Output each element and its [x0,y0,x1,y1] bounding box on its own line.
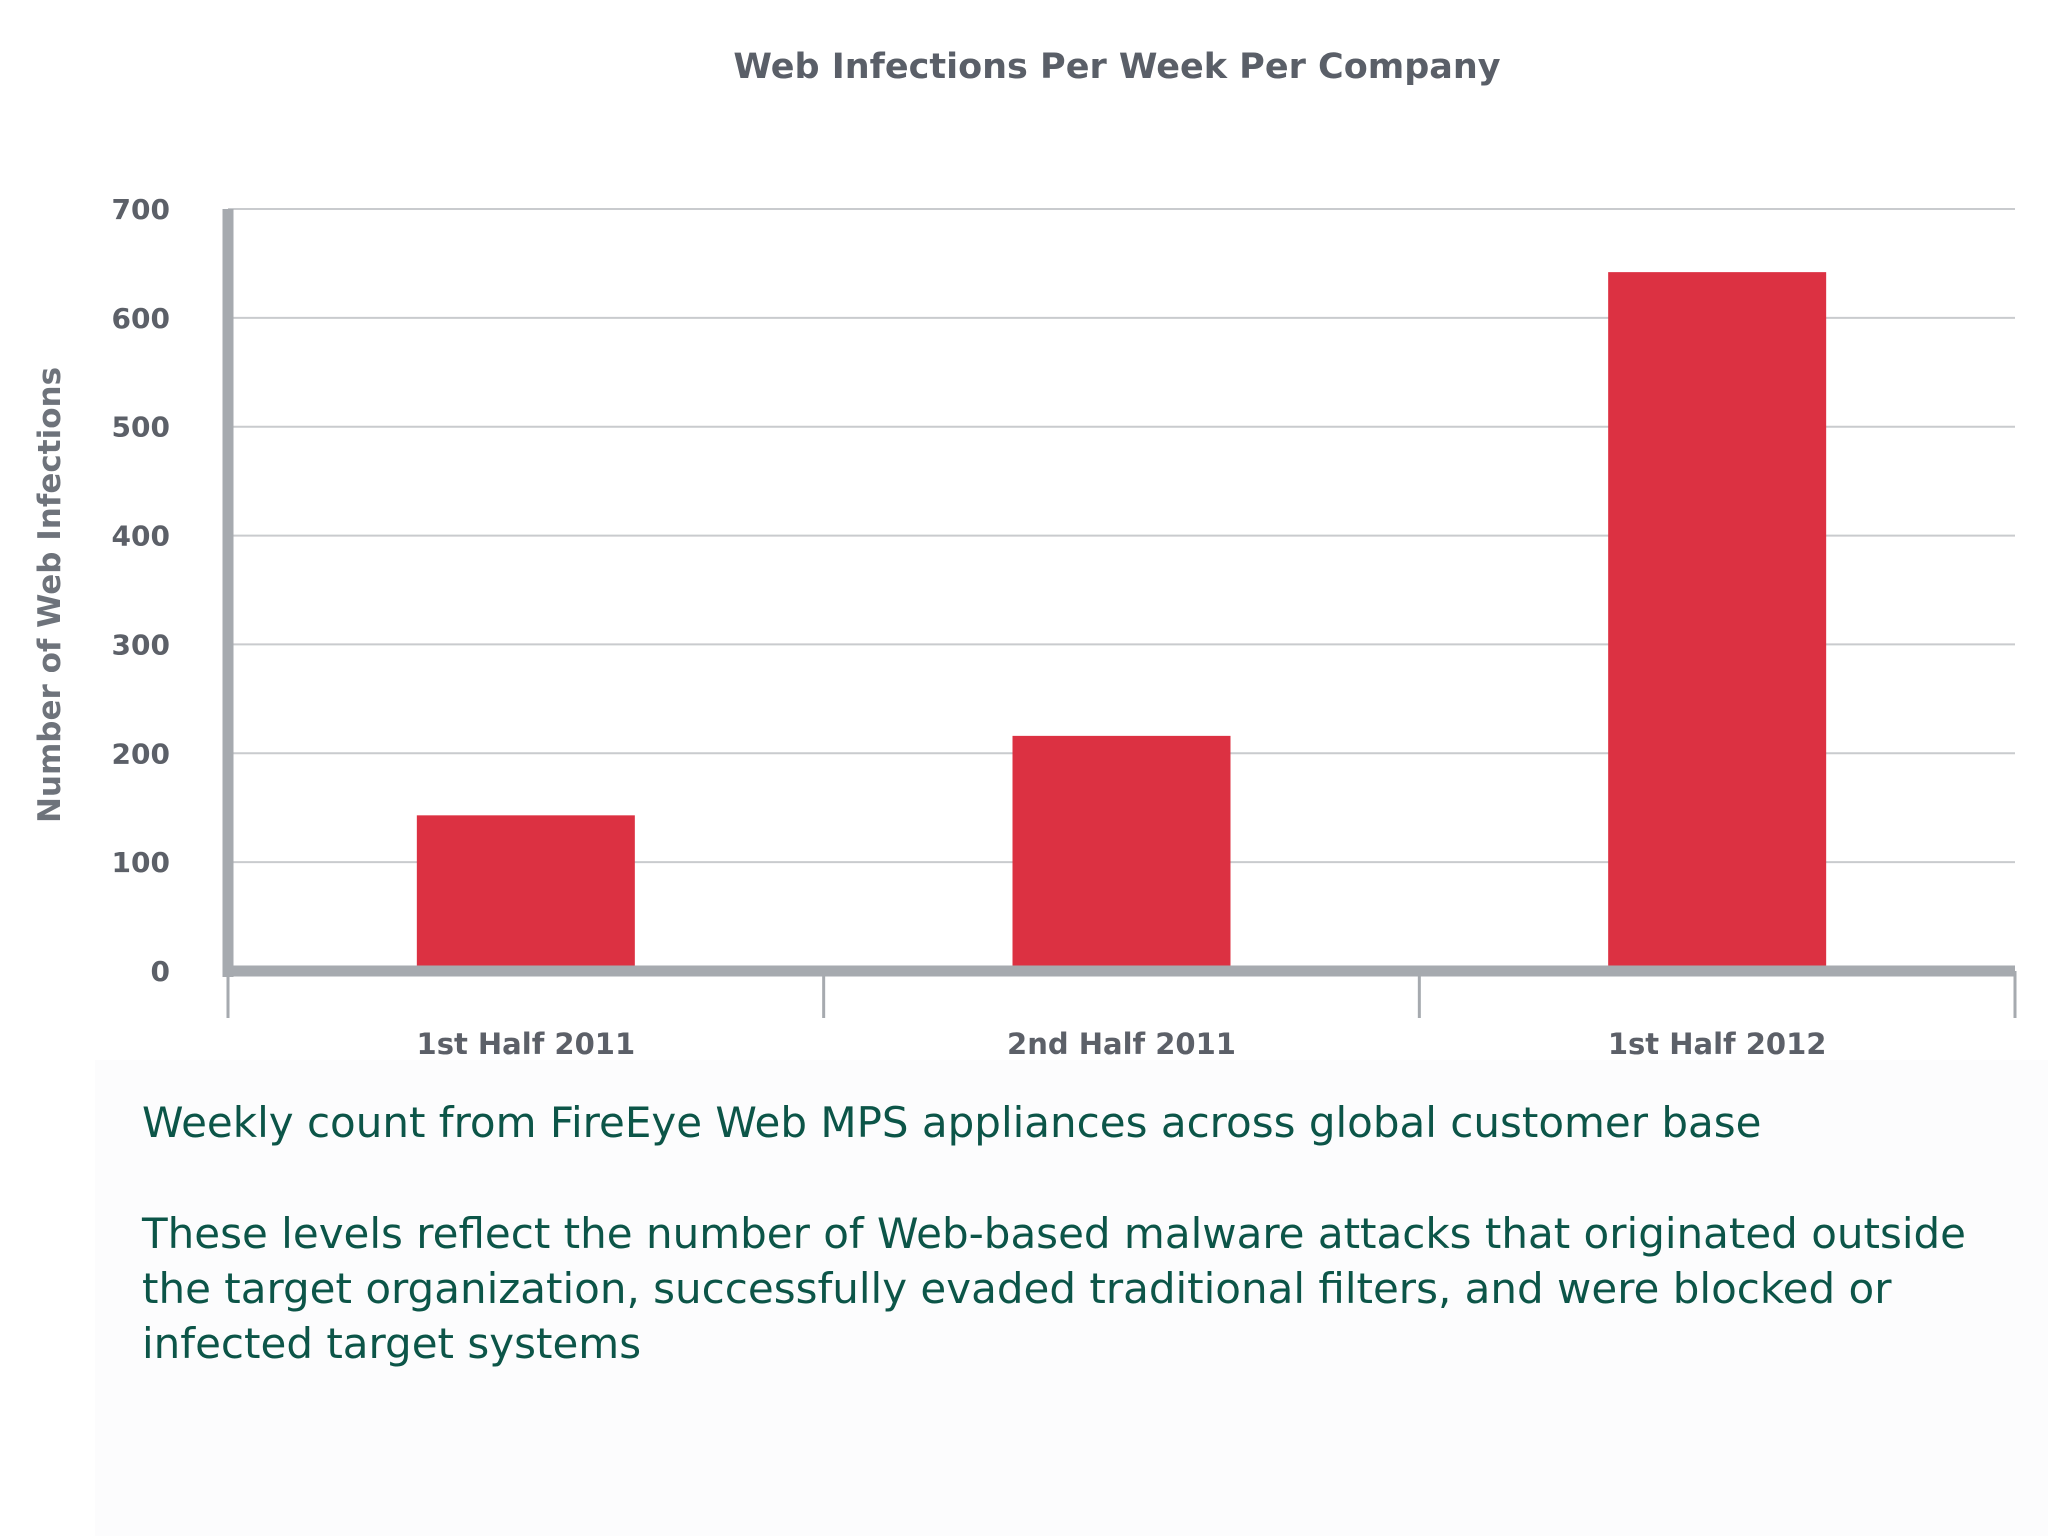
bars [416,272,1827,971]
chart-title: Web Infections Per Week Per Company [733,47,1500,87]
y-tick-label: 0 [151,955,170,988]
x-tick-label: 1st Half 2011 [417,1027,636,1061]
y-tick-label: 200 [112,737,170,770]
bar-1 [416,815,635,971]
axes [222,209,2017,1018]
caption-background [95,1060,2048,1536]
y-axis-title: Number of Web Infections [32,367,68,823]
y-tick-labels: 0 100 200 300 400 500 600 700 [112,193,170,988]
y-tick-label: 600 [112,302,170,335]
x-tick-labels: 1st Half 2011 2nd Half 2011 1st Half 2012 [417,1027,1827,1061]
chart-notes: Weekly count from FireEye Web MPS applia… [142,1095,2022,1371]
y-tick-label: 500 [112,411,170,444]
bar-chart: Web Infections Per Week Per Company Numb… [32,47,2017,1061]
note-source: Weekly count from FireEye Web MPS applia… [142,1098,1762,1147]
y-tick-label: 700 [112,193,170,226]
y-tick-label: 400 [112,520,170,553]
bar-3 [1608,272,1827,971]
x-tick-label: 2nd Half 2011 [1007,1027,1236,1061]
note-description: These levels reflect the number of Web-b… [142,1209,1967,1368]
y-tick-label: 300 [112,628,170,661]
x-tick-label: 1st Half 2012 [1608,1027,1827,1061]
y-tick-label: 100 [112,846,170,879]
bar-2 [1012,735,1231,971]
